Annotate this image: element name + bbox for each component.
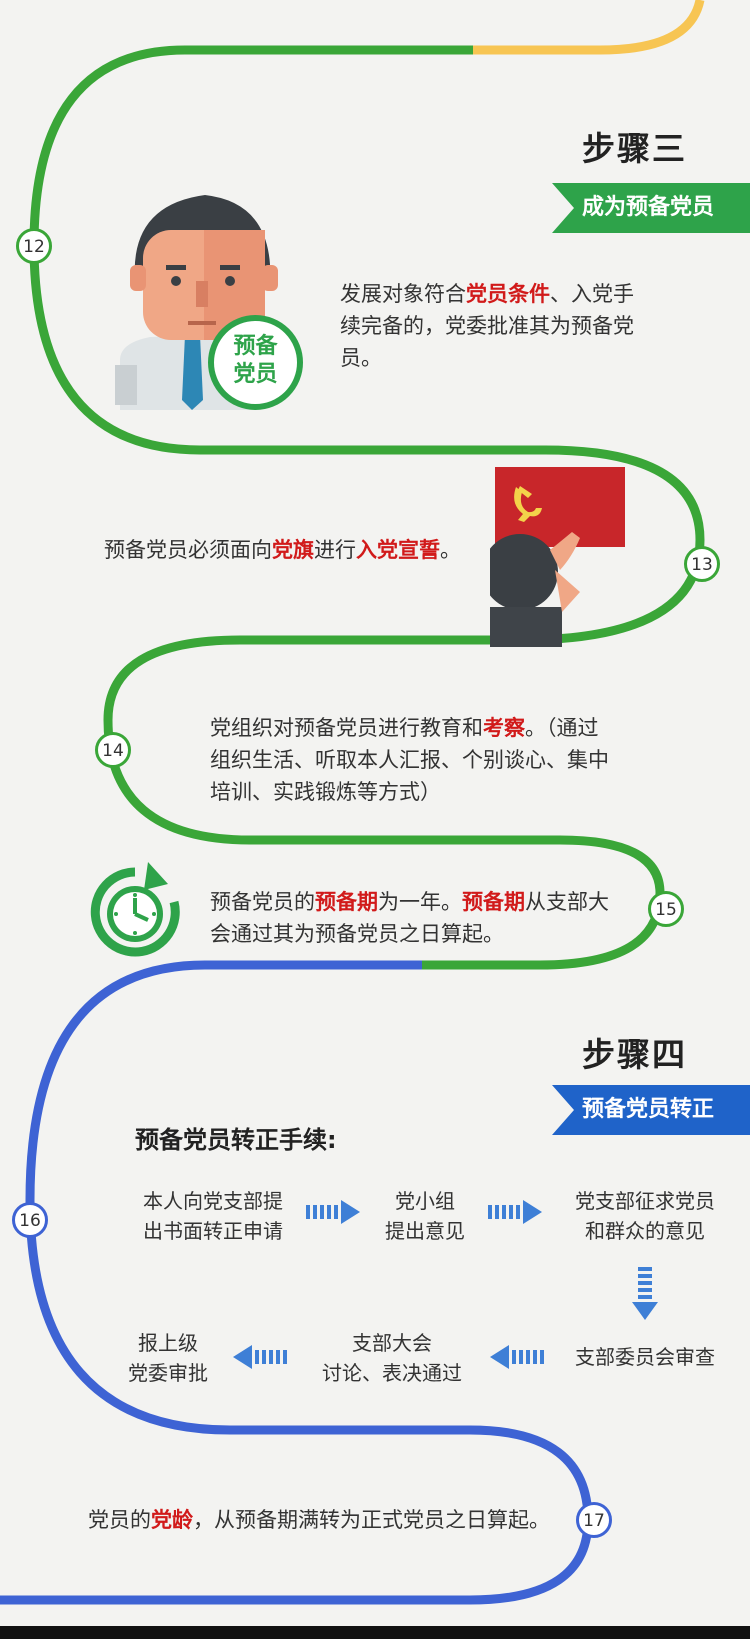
badge-line2: 党员 [233,362,278,387]
item13-text-c: 。 [440,538,461,562]
arrow-right-icon [306,1200,360,1224]
item17-highlight: 党龄 [151,1508,193,1532]
item12-text: 发展对象符合党员条件、入党手续完备的，党委批准其为预备党员。 [340,278,640,374]
bottom-edge-bar [0,1626,750,1639]
item15-text-c: 从支部大会通过其为预备党员之日算起。 [210,890,609,946]
timeline-node-13: 13 [684,546,720,582]
item17-text-b: ，从预备期满转为正式党员之日算起。 [193,1508,550,1532]
item15-highlight-b: 预备期 [462,890,525,914]
flow-step-report-superior-line2: 党委审批 [128,1361,208,1385]
item13-highlight-a: 党旗 [272,538,314,562]
item15-highlight-a: 预备期 [315,890,378,914]
flow-step-solicit-opinions-line1: 党支部征求党员 [575,1189,715,1213]
step4-title: 步骤四 [582,1035,687,1074]
flow-step-report-superior-line1: 报上级 [138,1331,198,1355]
arrow-left-icon [233,1345,287,1369]
item15-text: 预备党员的预备期为一年。预备期从支部大会通过其为预备党员之日算起。 [210,886,620,950]
timeline-node-17: 17 [576,1502,612,1538]
arrow-down-icon [632,1267,658,1320]
item13-text-b: 进行 [314,538,356,562]
clock-icon [90,862,180,957]
flow-step-application-line2: 出书面转正申请 [143,1219,283,1243]
man-avatar-icon [115,195,278,410]
item14-text: 党组织对预备党员进行教育和考察。（通过组织生活、听取本人汇报、个别谈心、集中培训… [210,712,615,808]
flow-step-general-meeting: 支部大会 讨论、表决通过 [312,1328,472,1388]
flow-step-general-meeting-line1: 支部大会 [352,1331,432,1355]
badge-line1: 预备 [233,334,278,359]
timeline-node-12: 12 [16,228,52,264]
item14-text-a: 党组织对预备党员进行教育和 [210,716,483,740]
procedure-title: 预备党员转正手续: [135,1126,337,1154]
item14-highlight: 考察 [483,716,525,740]
item12-text-a: 发展对象符合 [340,282,466,306]
arrow-left-icon [490,1345,544,1369]
item13-text: 预备党员必须面向党旗进行入党宣誓。 [104,534,484,566]
item17-text: 党员的党龄，从预备期满转为正式党员之日算起。 [88,1504,558,1536]
flow-step-application-line1: 本人向党支部提 [143,1189,283,1213]
item15-text-b: 为一年。 [378,890,462,914]
timeline-node-15: 15 [648,891,684,927]
flow-step-solicit-opinions: 党支部征求党员 和群众的意见 [560,1186,730,1246]
flow-step-committee-review: 支部委员会审查 [575,1345,715,1369]
item14-text-b: 。（通过组织生活、听取本人汇报、个别谈心、集中培训、实践锻炼等方式） [210,716,609,804]
flow-step-group-opinion-line2: 提出意见 [385,1219,465,1243]
arrow-right-icon [488,1200,542,1224]
prebadge-icon: 预备 党员 [208,315,303,410]
oath-illustration-icon [490,467,625,647]
timeline-node-14: 14 [95,732,131,768]
item17-text-a: 党员的 [88,1508,151,1532]
item13-text-a: 预备党员必须面向 [104,538,272,562]
track-yellow [472,0,705,55]
item12-text-b: 、入党手续完备的，党委批准其为预备党员。 [340,282,634,370]
item13-highlight-b: 入党宣誓 [356,538,440,562]
track-green [29,45,705,970]
item15-text-a: 预备党员的 [210,890,315,914]
flow-step-general-meeting-line2: 讨论、表决通过 [322,1361,462,1385]
track-blue [0,960,593,1605]
timeline-node-16: 16 [12,1202,48,1238]
step3-title: 步骤三 [582,129,687,168]
flow-step-report-superior: 报上级 党委审批 [118,1328,218,1388]
flow-step-solicit-opinions-line2: 和群众的意见 [585,1219,705,1243]
flow-step-group-opinion: 党小组 提出意见 [370,1186,480,1246]
step3-banner: 成为预备党员 [552,183,750,233]
step4-banner: 预备党员转正 [552,1085,750,1135]
flow-step-application: 本人向党支部提 出书面转正申请 [128,1186,298,1246]
item12-highlight: 党员条件 [466,282,550,306]
flow-step-group-opinion-line1: 党小组 [395,1189,455,1213]
